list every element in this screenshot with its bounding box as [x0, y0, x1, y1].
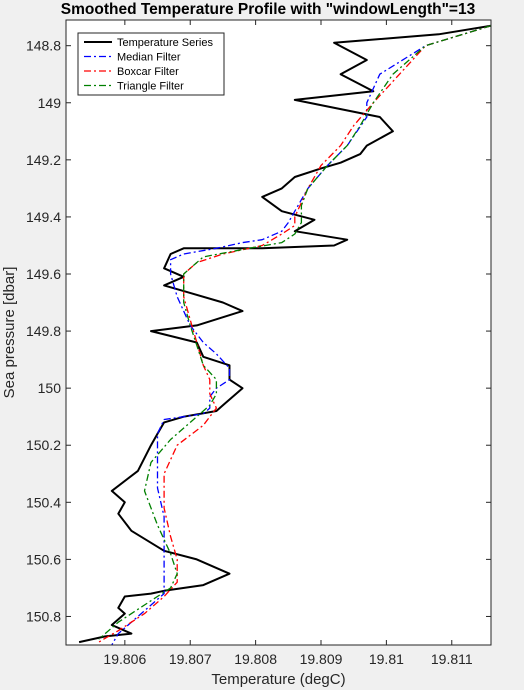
x-tick-label: 19.808 — [234, 651, 277, 667]
legend-label: Triangle Filter — [117, 81, 184, 93]
y-tick-label: 150.4 — [26, 494, 61, 510]
chart-title: Smoothed Temperature Profile with "windo… — [61, 1, 476, 18]
x-tick-label: 19.809 — [300, 651, 343, 667]
series-layer — [78, 24, 491, 645]
y-tick-label: 150.2 — [26, 437, 61, 453]
series-line-boxcar-filter — [98, 25, 491, 643]
y-tick-label: 150 — [38, 380, 62, 396]
plot-area — [66, 20, 491, 645]
series-line-temperature-series — [78, 24, 491, 644]
y-tick-label: 150.6 — [26, 551, 61, 567]
series-line-median-filter — [111, 25, 491, 645]
legend-label: Median Filter — [117, 52, 181, 64]
chart-axes: 19.806 19.807 19.808 19.809 19.81 19.811 148.8… — [26, 19, 492, 667]
x-tick-label: 19.81 — [369, 651, 404, 667]
x-tick-label: 19.811 — [431, 651, 473, 667]
series-line-triangle-filter — [98, 25, 491, 640]
y-tick-label: 150.8 — [26, 608, 61, 624]
x-tick-label: 19.806 — [103, 651, 146, 667]
x-axis-label: Temperature (degC) — [211, 671, 345, 688]
y-tick-label: 148.8 — [26, 38, 61, 54]
y-tick-label: 149.6 — [26, 266, 61, 282]
legend-box — [77, 32, 225, 96]
y-tick-label: 149.4 — [26, 209, 61, 225]
legend: Temperature Series Median Filter Boxcar Fi… — [77, 32, 225, 96]
y-tick-label: 149 — [38, 95, 62, 111]
y-tick-label: 149.8 — [26, 323, 61, 339]
legend-label: Temperature Series — [117, 37, 213, 49]
y-tick-label: 149.2 — [26, 152, 61, 168]
plot-frame — [65, 19, 492, 646]
legend-label: Boxcar Filter — [117, 66, 179, 78]
ticks-layer: 19.806 19.807 19.808 19.809 19.81 19.811 148.8… — [26, 20, 491, 667]
y-axis-label: Sea pressure [dbar] — [1, 267, 18, 399]
x-tick-label: 19.807 — [169, 651, 212, 667]
